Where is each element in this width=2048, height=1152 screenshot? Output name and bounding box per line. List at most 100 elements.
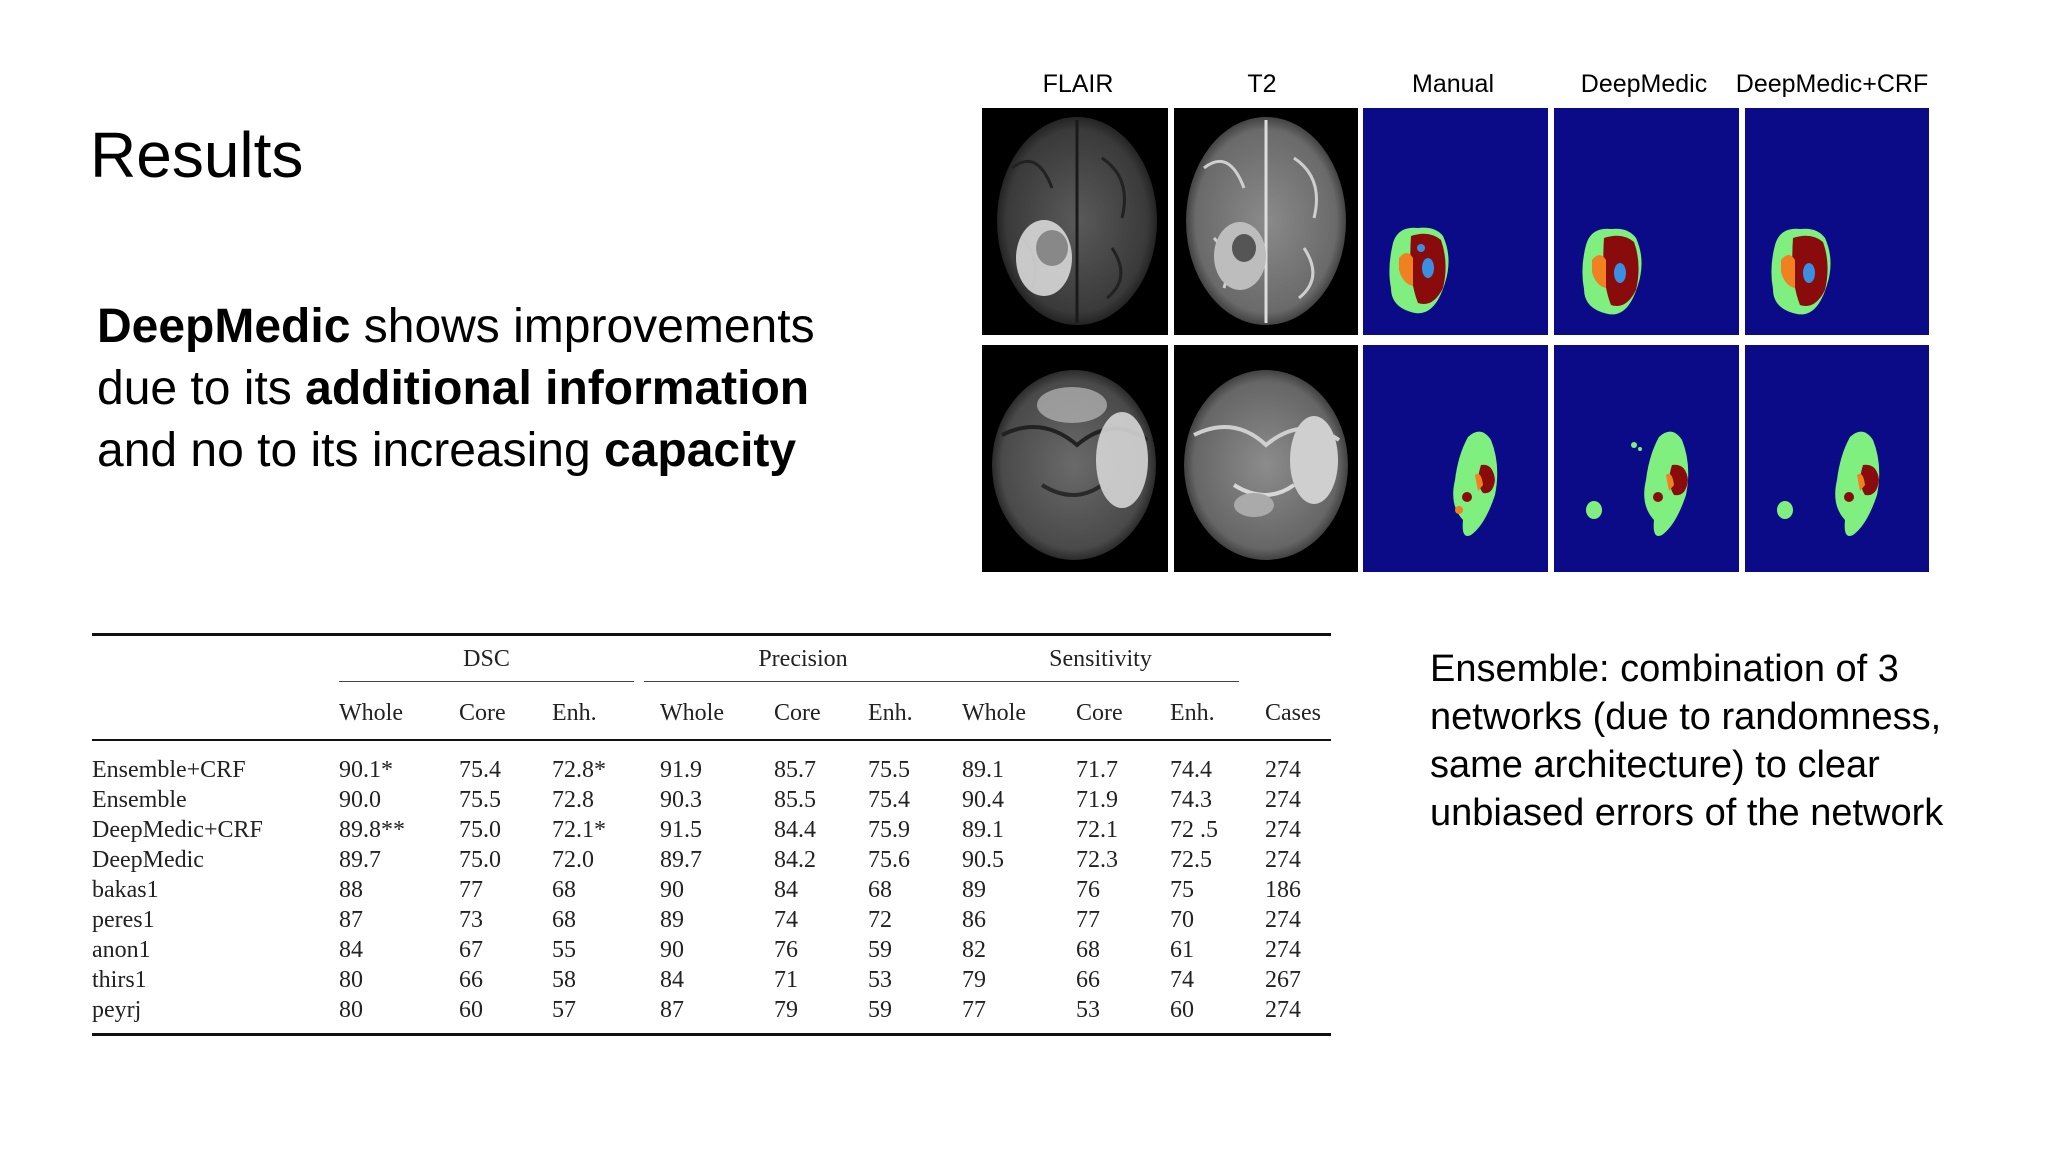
table-cell: 89.8**: [339, 817, 405, 843]
table-cell: 75.4: [459, 757, 501, 783]
table-row: Ensemble 90.0 75.5 72.8 90.3 85.5 75.4 9…: [92, 785, 1331, 815]
table-cell: 90.5: [962, 847, 1004, 873]
table-cell: 89: [660, 907, 684, 933]
column-label-deepmedic: DeepMedic: [1580, 70, 1708, 98]
table-cell: 76: [1076, 877, 1100, 903]
header-cell: Whole: [339, 700, 403, 726]
table-cell: 80: [339, 967, 363, 993]
main-text-part-2: and no to its increasing: [97, 424, 604, 477]
table-cell: 72.3: [1076, 847, 1118, 873]
table-cell: 88: [339, 877, 363, 903]
table-cell: 70: [1170, 907, 1194, 933]
header-cell: Core: [459, 700, 506, 726]
table-cell: 60: [1170, 997, 1194, 1023]
flair-scan-1: [982, 108, 1168, 335]
header-cell: Whole: [962, 700, 1026, 726]
table-row: thirs1 80 66 58 84 71 53 79 66 74 267: [92, 965, 1331, 995]
row-name: anon1: [92, 937, 151, 963]
table-cell: 84.4: [774, 817, 816, 843]
main-text: DeepMedic shows improvements due to its …: [97, 296, 857, 482]
table-cell: 90.3: [660, 787, 702, 813]
table-cell: 84.2: [774, 847, 816, 873]
header-cell: Whole: [660, 700, 724, 726]
table-cell: 85.7: [774, 757, 816, 783]
table-cell: 87: [339, 907, 363, 933]
table-cell: 84: [774, 877, 798, 903]
deepmedic-crf-segmentation-2: [1745, 345, 1929, 572]
ensemble-note: Ensemble: combination of 3 networks (due…: [1430, 648, 1944, 834]
table-cell: 89.7: [339, 847, 381, 873]
deepmedic-segmentation-1: [1554, 108, 1739, 335]
table-cell: 186: [1265, 877, 1301, 903]
table-cell: 75.9: [868, 817, 910, 843]
table-cell: 71.9: [1076, 787, 1118, 813]
table-cell: 75: [1170, 877, 1194, 903]
group-header-precision: Precision: [644, 635, 962, 691]
t2-scan-1: [1174, 108, 1358, 335]
row-name: DeepMedic: [92, 847, 204, 873]
table-cell: 90.4: [962, 787, 1004, 813]
table-cell: 90: [660, 937, 684, 963]
table-row: DeepMedic 89.7 75.0 72.0 89.7 84.2 75.6 …: [92, 845, 1331, 875]
table-cell: 74.3: [1170, 787, 1212, 813]
table-cell: 53: [868, 967, 892, 993]
header-cell: Enh.: [552, 700, 597, 726]
column-label-t2: T2: [1247, 70, 1277, 98]
table-cell: 67: [459, 937, 483, 963]
table-cell: 274: [1265, 907, 1301, 933]
row-name: DeepMedic+CRF: [92, 817, 263, 843]
column-label-manual: Manual: [1412, 70, 1494, 98]
table-cell: 84: [660, 967, 684, 993]
table-cell: 79: [962, 967, 986, 993]
table-cell: 72.8*: [552, 757, 606, 783]
table-cell: 77: [459, 877, 483, 903]
deepmedic-segmentation-2: [1554, 345, 1739, 572]
table-cell: 75.5: [459, 787, 501, 813]
table-cell: 55: [552, 937, 576, 963]
table-cell: 274: [1265, 757, 1301, 783]
deepmedic-crf-segmentation-1: [1745, 108, 1929, 335]
main-text-bold-2: additional information: [305, 362, 810, 415]
table-row: Ensemble+CRF 90.1* 75.4 72.8* 91.9 85.7 …: [92, 740, 1331, 785]
table-cell: 267: [1265, 967, 1301, 993]
table-cell: 71: [774, 967, 798, 993]
header-cell: Cases: [1265, 700, 1321, 726]
table-cell: 68: [1076, 937, 1100, 963]
group-header-sensitivity: Sensitivity: [962, 635, 1265, 691]
table-cell: 66: [1076, 967, 1100, 993]
table-row: anon1 84 67 55 90 76 59 82 68 61 274: [92, 935, 1331, 965]
table-cell: 68: [552, 907, 576, 933]
table-cell: 75.0: [459, 847, 501, 873]
table-cell: 77: [962, 997, 986, 1023]
header-cell: Core: [774, 700, 821, 726]
manual-segmentation-1: [1363, 108, 1548, 335]
table-cell: 82: [962, 937, 986, 963]
table-cell: 89.1: [962, 757, 1004, 783]
header-cell: Core: [1076, 700, 1123, 726]
table-cell: 89.1: [962, 817, 1004, 843]
table-cell: 66: [459, 967, 483, 993]
table-row: peres1 87 73 68 89 74 72 86 77 70 274: [92, 905, 1331, 935]
group-header-dsc: DSC: [339, 635, 660, 691]
table-cell: 84: [339, 937, 363, 963]
table-cell: 75.5: [868, 757, 910, 783]
table-cell: 61: [1170, 937, 1194, 963]
table-row: peyrj 80 60 57 87 79 59 77 53 60 274: [92, 995, 1331, 1035]
column-label-flair: FLAIR: [1042, 70, 1114, 98]
table-cell: 79: [774, 997, 798, 1023]
t2-scan-2: [1174, 345, 1358, 572]
row-name: bakas1: [92, 877, 159, 903]
slide-title: Results: [90, 119, 304, 191]
table-cell: 72.5: [1170, 847, 1212, 873]
table-cell: 60: [459, 997, 483, 1023]
flair-scan-2: [982, 345, 1168, 572]
table-row: bakas1 88 77 68 90 84 68 89 76 75 186: [92, 875, 1331, 905]
results-table: DSC Precision Sensitivity Whole Core Enh…: [92, 633, 1331, 1036]
table-cell: 76: [774, 937, 798, 963]
column-label-deepmedic-crf: DeepMedic+CRF: [1735, 70, 1929, 98]
table-cell: 91.5: [660, 817, 702, 843]
main-text-bold-3: capacity: [603, 424, 797, 477]
table-cell: 89: [962, 877, 986, 903]
table-cell: 72 .5: [1170, 817, 1218, 843]
manual-segmentation-2: [1363, 345, 1548, 572]
